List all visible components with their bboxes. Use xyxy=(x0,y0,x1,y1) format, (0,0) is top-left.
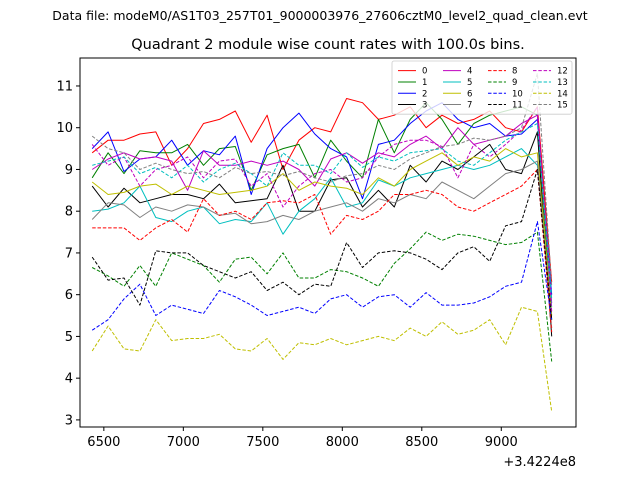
series-line-14 xyxy=(91,306,553,412)
legend-label-14: 14 xyxy=(557,89,568,99)
legend-frame xyxy=(391,60,573,115)
series-line-10 xyxy=(91,221,553,331)
x-tick-label: 8500 xyxy=(405,435,438,450)
series-line-1 xyxy=(91,102,553,320)
series-line-15 xyxy=(91,72,553,287)
y-tick-label: 3 xyxy=(65,413,73,428)
series-line-5 xyxy=(92,148,553,308)
legend-label-7: 7 xyxy=(467,101,472,111)
y-tick-label: 7 xyxy=(65,246,73,261)
legend-label-2: 2 xyxy=(422,89,427,99)
legend-label-4: 4 xyxy=(467,67,472,77)
y-tick-label: 10 xyxy=(56,121,73,136)
x-axis-offset-label: +3.4224e8 xyxy=(503,455,576,470)
series-line-2 xyxy=(91,102,553,295)
legend-label-9: 9 xyxy=(512,78,517,88)
y-tick-label: 5 xyxy=(65,330,73,345)
series-line-12 xyxy=(91,106,553,312)
legend-label-1: 1 xyxy=(422,78,427,88)
x-tick-label: 7500 xyxy=(246,435,279,450)
x-tick-label: 7000 xyxy=(167,435,200,450)
legend-label-13: 13 xyxy=(557,78,568,88)
legend-label-3: 3 xyxy=(422,101,427,111)
series-line-3 xyxy=(91,131,553,337)
series-line-7 xyxy=(91,160,553,329)
legend-label-10: 10 xyxy=(512,89,523,99)
figure-suptitle: Data file: modeM0/AS1T03_257T01_90000039… xyxy=(52,8,587,23)
series-line-0 xyxy=(91,98,553,283)
x-tick-label: 6500 xyxy=(87,435,120,450)
legend-label-15: 15 xyxy=(557,101,568,111)
series-line-6 xyxy=(91,148,553,316)
legend-label-11: 11 xyxy=(512,101,523,111)
y-tick-label: 8 xyxy=(65,205,73,220)
x-tick-label: 9000 xyxy=(485,435,518,450)
chart-title: Quadrant 2 module wise count rates with … xyxy=(131,37,525,53)
legend-label-0: 0 xyxy=(422,67,427,77)
series-line-8 xyxy=(92,169,553,333)
y-tick-label: 9 xyxy=(65,163,73,178)
plot-frame xyxy=(79,57,577,428)
series-line-9 xyxy=(91,231,553,362)
y-tick-label: 4 xyxy=(65,372,73,387)
y-axis: 3 4 5 6 7 8 9 10 11 xyxy=(56,79,80,428)
x-axis: 6500 7000 7500 8000 8500 9000 xyxy=(87,427,518,450)
series-line-4 xyxy=(91,114,553,304)
series-line-13 xyxy=(92,123,553,299)
legend-label-8: 8 xyxy=(512,67,517,77)
y-tick-label: 6 xyxy=(65,288,73,303)
legend-label-6: 6 xyxy=(467,89,472,99)
legend-label-12: 12 xyxy=(557,67,568,77)
x-tick-label: 8000 xyxy=(326,435,359,450)
y-tick-label: 11 xyxy=(56,79,73,94)
legend-label-5: 5 xyxy=(467,78,472,88)
series-layer xyxy=(91,72,553,412)
series-line-11 xyxy=(91,169,553,320)
